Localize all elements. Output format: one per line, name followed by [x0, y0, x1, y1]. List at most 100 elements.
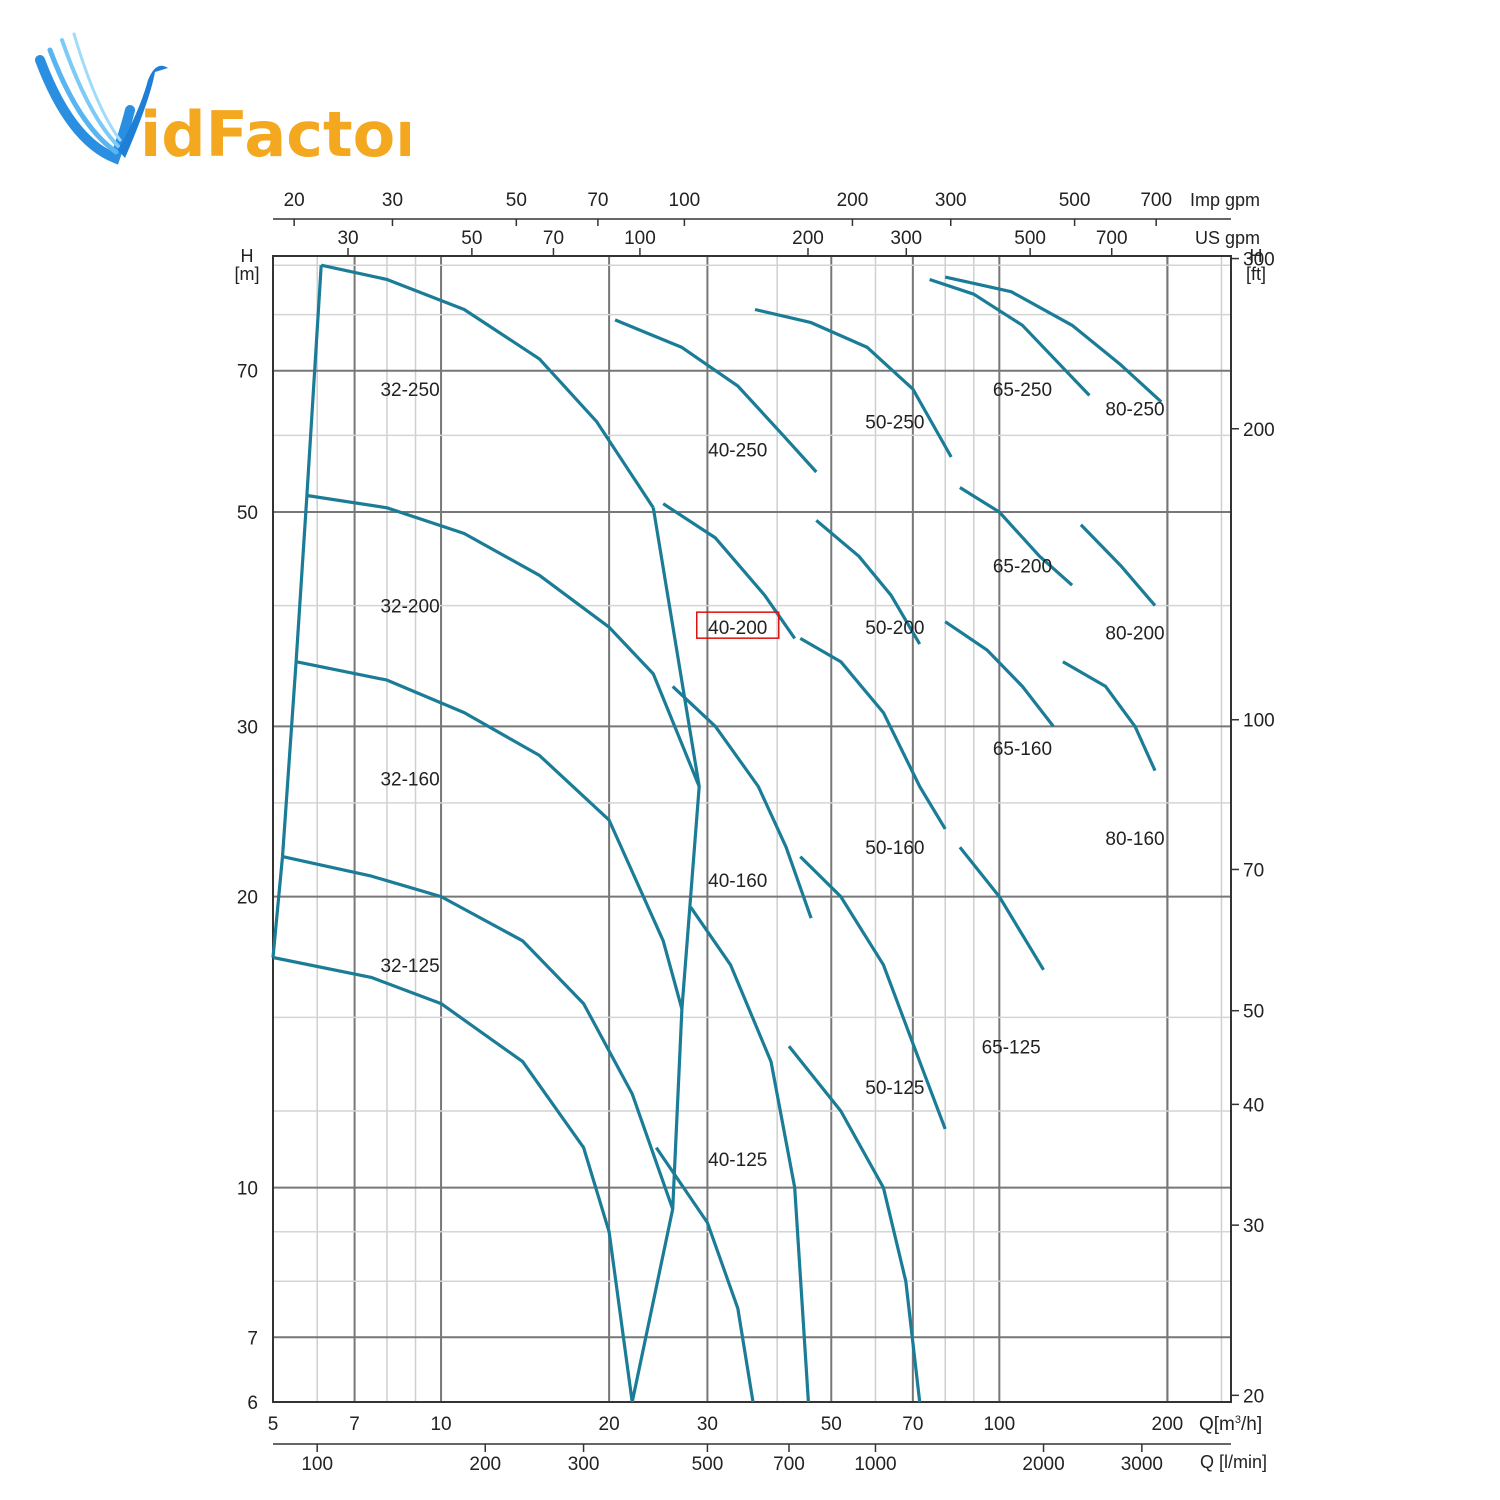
- label-40-250: 40-250: [708, 441, 767, 462]
- lpm-tick-label: 300: [568, 1454, 600, 1475]
- label-32-160: 32-160: [380, 769, 439, 790]
- x-tick-label: 10: [430, 1414, 451, 1435]
- ft-tick-label: 70: [1243, 860, 1264, 881]
- impgpm-tick-label: 200: [837, 190, 869, 211]
- lpm-tick-label: 3000: [1121, 1454, 1163, 1475]
- label-40-200: 40-200: [708, 618, 767, 639]
- impgpm-tick-label: 50: [506, 190, 527, 211]
- label-65-250: 65-250: [993, 380, 1052, 401]
- ft-tick-label: 100: [1243, 711, 1275, 732]
- y-tick-label: 7: [247, 1328, 258, 1349]
- y-tick-label: 20: [237, 888, 258, 909]
- y-axis-label-h: H: [241, 246, 254, 266]
- curve-65-250: [929, 277, 1091, 397]
- curve-32-250: [320, 263, 655, 509]
- ft-tick-label: 40: [1243, 1095, 1264, 1116]
- label-50-160: 50-160: [865, 838, 924, 859]
- ft-tick-label: 300: [1243, 250, 1275, 271]
- ft-axis-label-h: H: [1250, 246, 1263, 266]
- y-tick-label: 30: [237, 717, 258, 738]
- curve-40-250: [614, 318, 818, 474]
- curve-65-160: [944, 620, 1055, 728]
- usgpm-tick-label: 500: [1014, 228, 1046, 249]
- curve-40-200: [662, 502, 797, 640]
- vidfactor-logo: idFactor: [35, 32, 410, 171]
- label-65-200: 65-200: [993, 557, 1052, 578]
- label-80-250: 80-250: [1105, 399, 1164, 420]
- curve-32-160: [295, 660, 684, 1010]
- ft-axis-label-unit: [ft]: [1246, 264, 1266, 284]
- lpm-axis-label: Q [l/min]: [1200, 1452, 1267, 1472]
- label-40-125: 40-125: [708, 1150, 767, 1171]
- ft-tick-label: 50: [1243, 1002, 1264, 1023]
- ft-tick-label: 200: [1243, 420, 1275, 441]
- y-axis-label-unit: [m]: [235, 264, 260, 284]
- impgpm-tick-label: 500: [1059, 190, 1091, 211]
- label-32-125: 32-125: [380, 956, 439, 977]
- curve-50-160-lower: [799, 855, 947, 1130]
- curve-50-200: [815, 519, 922, 645]
- curve-80-200: [1079, 523, 1157, 607]
- chart-grid: [273, 256, 1231, 1403]
- label-40-160: 40-160: [708, 871, 767, 892]
- impgpm-tick-label: 20: [284, 190, 305, 211]
- label-50-250: 50-250: [865, 413, 924, 434]
- ft-tick-label: 30: [1243, 1216, 1264, 1237]
- lpm-tick-label: 2000: [1022, 1454, 1064, 1475]
- x-tick-label: 20: [599, 1414, 620, 1435]
- impgpm-axis-label: Imp gpm: [1190, 190, 1260, 210]
- label-65-125: 65-125: [982, 1037, 1041, 1058]
- x-tick-label: 70: [902, 1414, 923, 1435]
- x-tick-label: 7: [349, 1414, 360, 1435]
- label-32-250: 32-250: [380, 380, 439, 401]
- lpm-tick-label: 500: [692, 1454, 724, 1475]
- y-tick-label: 10: [237, 1179, 258, 1200]
- boundary-left: [271, 265, 323, 958]
- y-tick-label: 50: [237, 503, 258, 524]
- curve-40-125: [654, 1146, 755, 1403]
- boundary-32-right: [630, 507, 701, 1403]
- label-80-200: 80-200: [1105, 624, 1164, 645]
- usgpm-tick-label: 30: [337, 228, 358, 249]
- label-50-200: 50-200: [865, 618, 924, 639]
- curve-80-160: [1062, 660, 1157, 772]
- curve-50-160: [799, 637, 947, 830]
- impgpm-tick-label: 30: [382, 190, 403, 211]
- curve-40-160-lower: [689, 906, 810, 1403]
- curve-32-125-lower: [272, 955, 634, 1403]
- x-tick-label: 30: [697, 1414, 718, 1435]
- usgpm-axis-label: US gpm: [1195, 228, 1260, 248]
- usgpm-tick-label: 200: [792, 228, 824, 249]
- impgpm-tick-label: 300: [935, 190, 967, 211]
- x-tick-label: 200: [1152, 1414, 1184, 1435]
- y-tick-label: 6: [247, 1393, 258, 1414]
- curve-50-250: [754, 307, 953, 458]
- usgpm-tick-label: 300: [890, 228, 922, 249]
- curve-40-160: [671, 685, 813, 919]
- impgpm-tick-label: 100: [669, 190, 701, 211]
- chart-series: [271, 263, 1163, 1403]
- x-tick-label: 100: [983, 1414, 1015, 1435]
- usgpm-tick-label: 70: [543, 228, 564, 249]
- y-tick-label: 70: [237, 362, 258, 383]
- label-50-125: 50-125: [865, 1078, 924, 1099]
- curve-80-250: [944, 275, 1163, 403]
- x-tick-label: 50: [821, 1414, 842, 1435]
- usgpm-tick-label: 50: [461, 228, 482, 249]
- x-axis-label: Q[m3/h]: [1199, 1414, 1262, 1435]
- impgpm-tick-label: 70: [587, 190, 608, 211]
- usgpm-tick-label: 100: [624, 228, 656, 249]
- chart-model-labels: 32-250 32-200 32-160 32-125 40-250 40-200 40-1…: [380, 380, 1164, 1171]
- curve-65-200: [959, 486, 1074, 587]
- curve-65-125: [958, 846, 1045, 971]
- highlight-box-40-200: [696, 611, 780, 639]
- label-32-200: 32-200: [380, 597, 439, 618]
- impgpm-tick-label: 700: [1140, 190, 1172, 211]
- usgpm-tick-label: 700: [1096, 228, 1128, 249]
- plot-frame: [272, 255, 1232, 1403]
- curve-32-125: [282, 855, 675, 1210]
- curve-50-125: [787, 1045, 922, 1403]
- logo-wordmark: idFactor: [140, 98, 410, 171]
- curve-32-200: [306, 493, 701, 788]
